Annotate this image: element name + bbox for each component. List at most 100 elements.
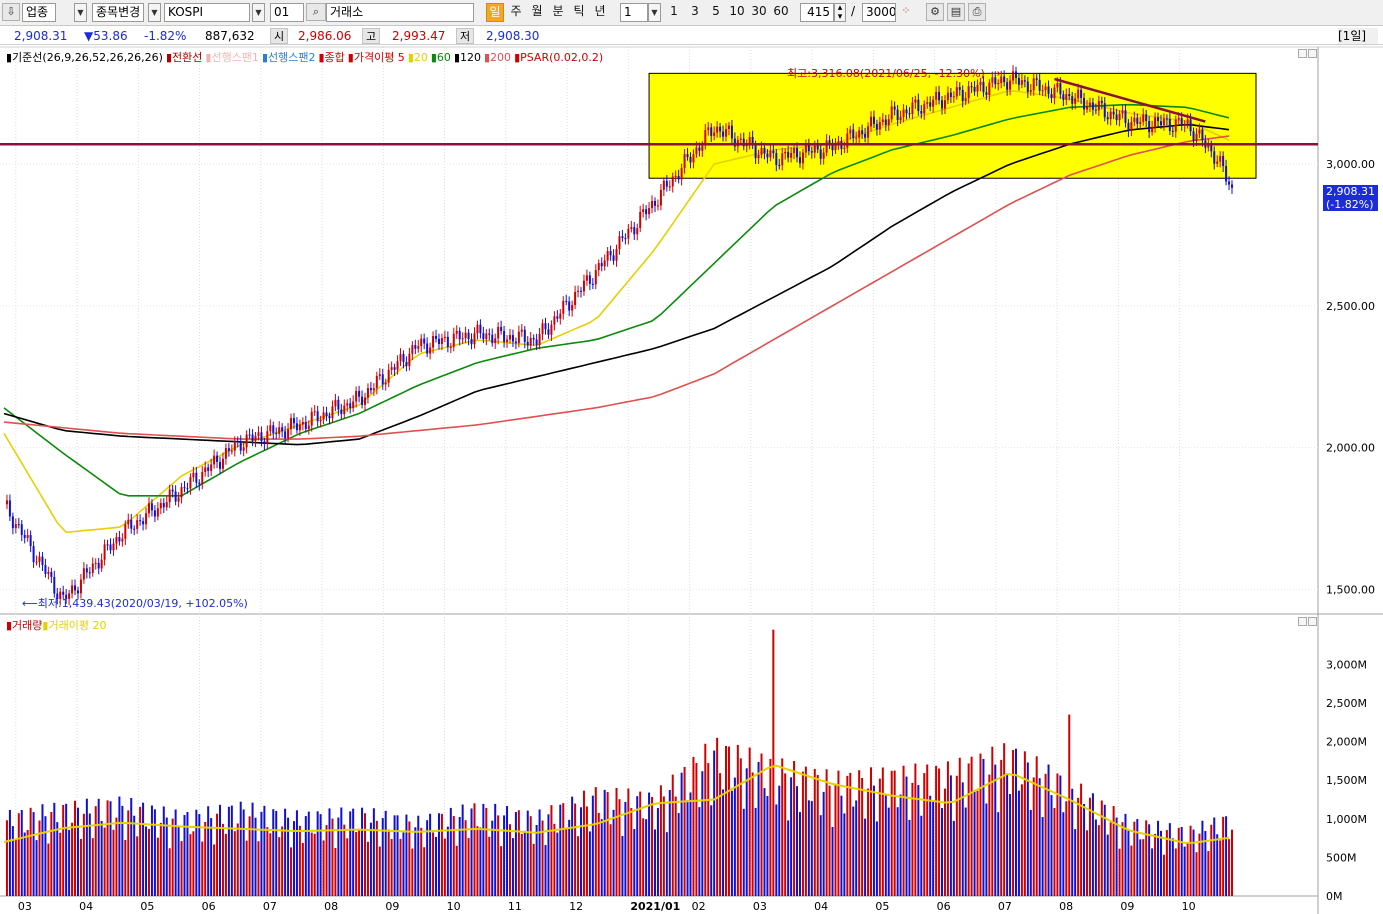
- volume-bar: [20, 809, 23, 896]
- volume-bar: [204, 822, 207, 896]
- candle-body: [778, 164, 781, 166]
- interval-10-button[interactable]: 10: [729, 4, 745, 18]
- volume-bar: [189, 834, 192, 896]
- candle-body: [1148, 120, 1151, 133]
- price-legend-item-3[interactable]: ▮선행스팬2: [261, 51, 316, 64]
- candle-body: [935, 91, 938, 100]
- gear-icon[interactable]: ⚙: [926, 3, 944, 21]
- volume-bar: [455, 845, 458, 896]
- panel-minimize-button[interactable]: [1298, 49, 1307, 58]
- visible-bars-input[interactable]: 415: [800, 3, 834, 22]
- candle-body: [588, 275, 591, 284]
- interval-input[interactable]: 1: [620, 3, 648, 22]
- candle-body: [958, 87, 961, 90]
- index-code-field[interactable]: 01: [270, 3, 304, 22]
- period-month-button[interactable]: 월: [531, 4, 543, 18]
- candle-body: [701, 145, 704, 151]
- volume-bar: [1195, 852, 1198, 896]
- interval-5-button[interactable]: 5: [712, 4, 720, 18]
- pin-icon[interactable]: ⇩: [2, 3, 20, 21]
- search-icon[interactable]: ⌕: [306, 3, 326, 21]
- grid-dots-icon[interactable]: ⁘: [897, 3, 915, 21]
- index-name-field[interactable]: KOSPI: [164, 3, 250, 22]
- time-tick-label: 07: [263, 900, 277, 913]
- volume-bar: [754, 807, 757, 896]
- chevron-down-icon[interactable]: ▼: [74, 3, 87, 22]
- category-select[interactable]: 업종: [22, 3, 56, 22]
- chevron-down-icon[interactable]: ▼: [648, 3, 661, 22]
- candle-body: [869, 116, 872, 127]
- price-legend-item-9[interactable]: ▮200: [484, 51, 512, 64]
- volume-bar: [458, 817, 461, 896]
- candle-body: [526, 341, 529, 346]
- price-legend-item-1[interactable]: ▮전환선: [165, 51, 203, 64]
- candle-body: [636, 228, 639, 235]
- price-legend-item-6[interactable]: ▮20: [407, 51, 428, 64]
- candle-body: [938, 91, 941, 101]
- period-tick-button[interactable]: 틱: [573, 4, 585, 18]
- chevron-down-icon[interactable]: ▼: [252, 3, 265, 22]
- candle-body: [91, 563, 94, 573]
- candle-body: [307, 425, 310, 429]
- interval-30-button[interactable]: 30: [751, 4, 767, 18]
- candle-body: [801, 152, 804, 164]
- candle-body: [1133, 117, 1136, 123]
- volume-bar: [1086, 830, 1089, 896]
- price-legend-item-4[interactable]: ▮종합: [318, 51, 345, 64]
- volume-bar: [609, 824, 612, 896]
- open-label: 시: [270, 28, 288, 44]
- save-icon[interactable]: ▤: [947, 3, 965, 21]
- volume-bar: [1026, 762, 1029, 896]
- candle-body: [426, 343, 429, 354]
- volume-bar: [1097, 825, 1100, 896]
- volume-bar: [624, 802, 627, 896]
- price-legend-item-10[interactable]: ▮PSAR(0.02,0.2): [514, 51, 604, 64]
- period-year-button[interactable]: 년: [594, 4, 606, 18]
- candle-body: [769, 150, 772, 158]
- volume-bar: [378, 846, 381, 896]
- volume-legend-item-0[interactable]: ▮거래량: [6, 619, 43, 632]
- volume-bar: [1171, 838, 1174, 896]
- period-day-button[interactable]: 일: [486, 3, 504, 22]
- volume-legend-item-1[interactable]: ▮거래이평 20: [42, 619, 107, 632]
- candle-body: [432, 335, 435, 348]
- price-legend-item-2[interactable]: ▮선행스팬1: [205, 51, 259, 64]
- time-tick-label: 04: [814, 900, 828, 913]
- interval-3-button[interactable]: 3: [691, 4, 699, 18]
- price-legend-item-7[interactable]: ▮60: [430, 51, 451, 64]
- period-badge[interactable]: [1일]: [1338, 28, 1378, 44]
- panel-minimize-button[interactable]: [1298, 617, 1307, 626]
- candle-body: [506, 339, 509, 342]
- volume-bar: [710, 805, 713, 896]
- interval-1-button[interactable]: 1: [670, 4, 678, 18]
- price-legend-item-5[interactable]: ▮가격이평 5: [347, 51, 405, 64]
- panel-close-button[interactable]: [1308, 49, 1317, 58]
- candle-body: [275, 432, 278, 434]
- period-week-button[interactable]: 주: [510, 4, 522, 18]
- volume-bar: [985, 803, 988, 896]
- volume-bar: [695, 762, 698, 896]
- spin-buttons[interactable]: ▴ ▾: [834, 3, 846, 22]
- candle-body: [911, 102, 914, 114]
- volume-bar: [742, 808, 745, 896]
- volume-bar: [1204, 831, 1207, 896]
- volume-bar: [757, 761, 760, 896]
- exchange-field[interactable]: 거래소: [326, 3, 474, 22]
- panel-close-button[interactable]: [1308, 617, 1317, 626]
- volume-bar: [1094, 819, 1097, 896]
- candle-body: [946, 92, 949, 101]
- code-change-select[interactable]: 종목변경: [92, 3, 144, 22]
- chevron-down-icon[interactable]: ▼: [148, 3, 161, 22]
- print-icon[interactable]: ⎙: [968, 3, 986, 21]
- interval-60-button[interactable]: 60: [773, 4, 789, 18]
- total-bars-input[interactable]: 3000: [862, 3, 896, 22]
- candle-body: [461, 338, 464, 340]
- period-minute-button[interactable]: 분: [552, 4, 564, 18]
- price-legend-item-0[interactable]: ▮기준선(26,9,26,52,26,26,26): [6, 51, 163, 64]
- candle-body: [964, 98, 967, 102]
- candle-body: [26, 535, 29, 538]
- candle-body: [695, 147, 698, 155]
- price-legend-item-8[interactable]: ▮120: [453, 51, 481, 64]
- volume-bar: [864, 818, 867, 896]
